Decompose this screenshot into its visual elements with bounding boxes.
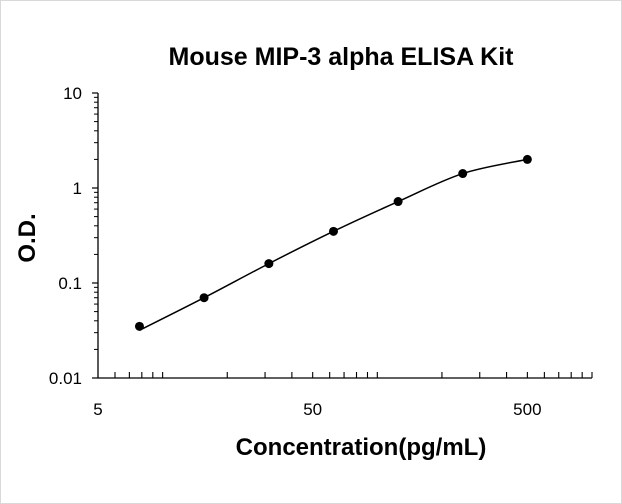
data-point: [134, 321, 144, 331]
y-tick-label: 0.1: [58, 274, 82, 293]
y-tick-label: 0.01: [49, 369, 82, 388]
x-tick-label: 5: [93, 400, 102, 419]
data-points: [134, 154, 532, 331]
data-point: [393, 197, 403, 207]
x-tick-label: 500: [513, 400, 541, 419]
data-point: [199, 293, 209, 303]
data-point: [522, 154, 532, 164]
tick-labels: 0.01 0.1 1 10 5 50 500: [49, 84, 542, 419]
data-point: [264, 259, 274, 269]
y-tick-label: 10: [63, 84, 82, 103]
data-point: [328, 226, 338, 236]
chart-title: Mouse MIP-3 alpha ELISA Kit: [169, 43, 515, 71]
fit-curve: [139, 158, 528, 331]
x-axis-label: Concentration(pg/mL): [236, 434, 487, 461]
axes: [92, 92, 593, 379]
fit-curve-group: [139, 158, 528, 331]
data-point: [458, 169, 468, 179]
y-axis-label: O.D.: [14, 213, 41, 262]
x-tick-label: 50: [303, 400, 322, 419]
y-tick-label: 1: [73, 179, 82, 198]
